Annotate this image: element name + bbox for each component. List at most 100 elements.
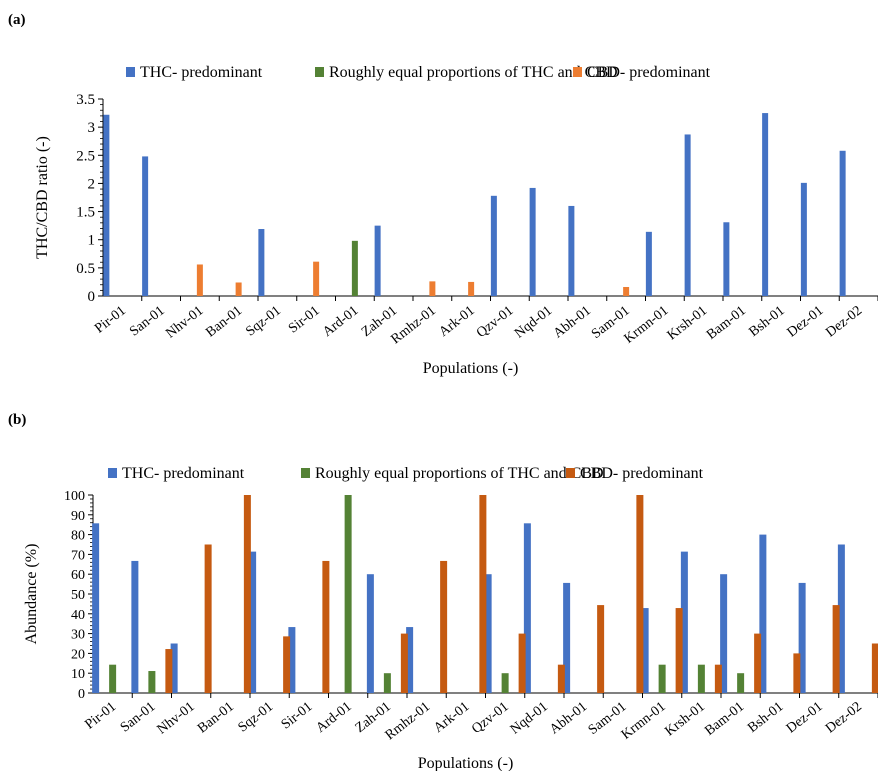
chart-b-bar-cbd [714, 664, 722, 693]
chart-a-bar-cbd [468, 281, 475, 296]
chart-a-category-label: Ark-01 [436, 303, 477, 340]
chart-a-bar-thc [762, 113, 769, 296]
chart-b-bar-equal [501, 673, 509, 693]
panel-a-label: (a) [8, 12, 26, 28]
chart-a-category-label: Pir-01 [92, 303, 129, 336]
chart-a-category-label: Dez-01 [785, 303, 827, 340]
chart-a-legend-label: Roughly equal proportions of THC and CBD [329, 64, 618, 81]
chart-a-category-label: San-01 [127, 303, 167, 339]
chart-b-bar-cbd [636, 495, 644, 693]
chart-b-bar-cbd [832, 605, 840, 693]
chart-a-bar-thc [723, 222, 730, 296]
chart-b-category-label: Nhv-01 [155, 699, 198, 737]
chart-a-category-label: Krsh-01 [665, 303, 710, 343]
chart-b-legend-label: Roughly equal proportions of THC and CBD [315, 465, 604, 482]
chart-a-category-label: Abh-01 [551, 303, 594, 341]
chart-b-bar-cbd [165, 649, 173, 693]
chart-a-category-label: Ard-01 [320, 303, 361, 340]
chart-a-bar-cbd [429, 281, 436, 296]
chart-b-bar-thc [563, 582, 571, 693]
chart-b-category-label: Pir-01 [82, 699, 119, 732]
chart-b-bar-equal [383, 673, 391, 693]
chart-a-bar-thc [568, 205, 575, 296]
chart-a-bar-thc [800, 182, 807, 296]
chart-a-y-tick-label: 3.5 [76, 92, 95, 108]
chart-a: 0 0.5 1 1.5 2 2.5 3 3.5 Pir-01San-01Nhv-01Ban-01… [34, 64, 878, 377]
chart-b-y-axis-title: Abundance (%) [23, 544, 40, 645]
chart-a-bar-thc [645, 231, 652, 296]
chart-b-bar-cbd [204, 544, 212, 693]
chart-b-category-label: Nqd-01 [508, 699, 551, 737]
chart-b-category-label: Bam-01 [702, 699, 747, 739]
chart-a-y-axis-title: THC/CBD ratio (-) [34, 136, 51, 259]
chart-a-y-tick-label: 2.5 [76, 148, 95, 164]
panel-b-label: (b) [8, 412, 27, 428]
chart-b-bar-thc [366, 574, 374, 693]
chart-b-bar-cbd [871, 643, 878, 693]
chart-b-legend-label: CBD- predominant [580, 465, 704, 482]
chart-b-bar-cbd [597, 605, 605, 693]
chart-a-bar-thc [839, 150, 846, 296]
chart-b-bar-equal [737, 673, 745, 693]
chart-a-bar-equal [351, 240, 358, 296]
chart-b-legend-swatch [108, 468, 117, 478]
chart-b-category-label: San-01 [118, 699, 158, 735]
chart-b-legend-swatch [301, 468, 310, 478]
chart-b-y-tick-label: 70 [71, 548, 85, 563]
chart-b-bar-thc [288, 627, 296, 693]
chart-a-category-label: Ban-01 [203, 303, 245, 340]
chart-b-y-tick-label: 0 [78, 687, 85, 702]
chart-a-bar-cbd [623, 286, 630, 296]
chart-b-bar-equal [697, 664, 705, 693]
chart-b-category-label: Ard-01 [313, 699, 354, 736]
chart-a-bar-thc [374, 225, 381, 296]
chart-a-legend-swatch [126, 67, 135, 77]
chart-b-category-label: Sqz-01 [236, 699, 276, 735]
chart-b-bar-equal [148, 671, 156, 693]
chart-b-legend-label: THC- predominant [122, 465, 245, 482]
chart-a-category-label: Qzv-01 [474, 303, 516, 341]
chart-a-y-tick-label: 2 [88, 176, 96, 192]
chart-b-category-label: Ark-01 [431, 699, 472, 736]
chart-a-legend-label: THC- predominant [140, 64, 263, 81]
chart-a-bar-thc [684, 134, 691, 296]
chart-b-bar-thc [92, 523, 100, 693]
chart-b-y-tick-label: 100 [64, 489, 85, 504]
chart-b-bar-cbd [322, 560, 330, 693]
chart-b-bar-cbd [243, 495, 251, 693]
chart-b-bar-thc [131, 560, 139, 693]
chart-b-category-label: Dez-01 [784, 699, 826, 736]
chart-b-bar-thc [170, 643, 178, 693]
chart-a-bar-cbd [196, 264, 203, 296]
chart-b-bar-equal [658, 664, 666, 693]
chart-b-bar-thc [523, 523, 531, 693]
chart-b-bar-cbd [675, 608, 683, 693]
chart-b-category-label: Ban-01 [195, 699, 237, 736]
chart-a-y-tick-label: 0 [88, 289, 96, 305]
chart-b-bar-cbd [754, 633, 762, 693]
chart-b-category-label: Rmhz-01 [383, 699, 433, 743]
chart-b-category-label: Qzv-01 [469, 699, 511, 737]
chart-a-category-label: Rmhz-01 [389, 303, 439, 347]
chart-b-y-tick-label: 60 [71, 568, 85, 583]
chart-b-bar-cbd [283, 636, 291, 693]
chart-b-y-tick-label: 80 [71, 529, 85, 544]
chart-a-bar-cbd [235, 282, 242, 296]
chart-b-bar-cbd [793, 653, 801, 693]
chart-b-bar-thc [759, 534, 767, 693]
chart-b-category-label: Dez-02 [823, 699, 865, 736]
chart-b-category-label: Bsh-01 [745, 699, 786, 736]
chart-a-y-tick-label: 0.5 [76, 261, 95, 277]
chart-b-y-tick-label: 30 [71, 628, 85, 643]
chart-a-category-label: Sqz-01 [243, 303, 283, 339]
chart-b-legend-swatch [566, 468, 575, 478]
chart-b-bar-equal [344, 495, 352, 693]
chart-b: 0 10 20 30 40 50 60 70 80 90 100 Pir-01San-01Nhv-01… [23, 465, 878, 771]
chart-b-x-axis-title: Populations (-) [418, 755, 514, 771]
chart-b-y-tick-label: 40 [71, 608, 85, 623]
chart-b-bar-cbd [518, 633, 526, 693]
chart-a-bar-thc [142, 156, 149, 296]
chart-b-bar-thc [837, 544, 845, 693]
chart-b-y-tick-label: 50 [71, 588, 85, 603]
